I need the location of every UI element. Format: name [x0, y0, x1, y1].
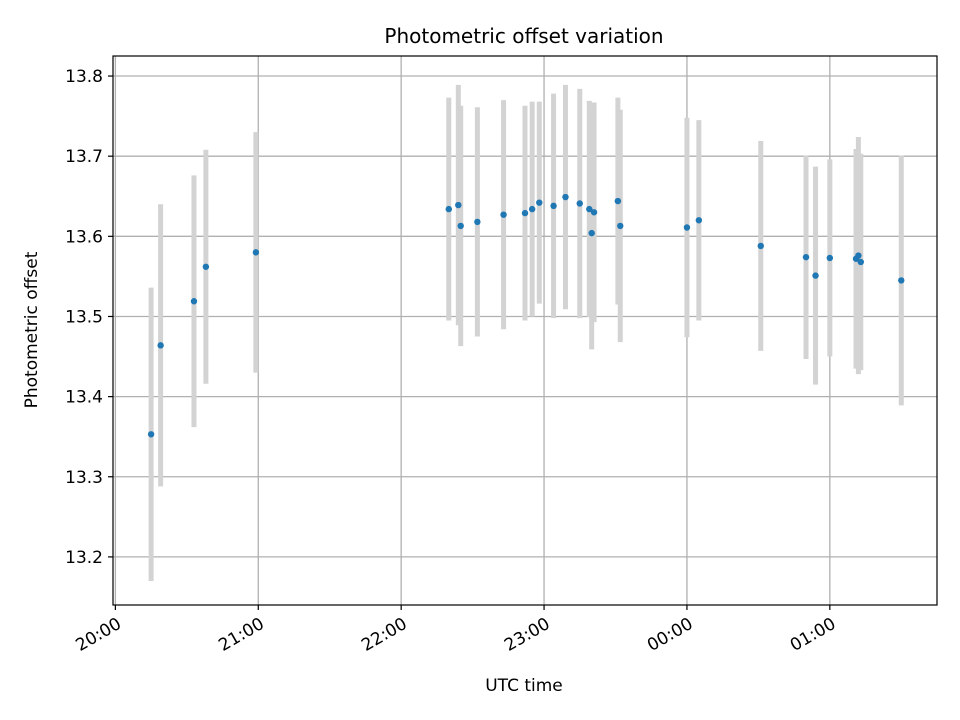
x-tick-label: 22:00 — [358, 614, 410, 656]
data-point — [695, 217, 703, 224]
data-point — [576, 200, 583, 207]
data-point — [455, 201, 462, 209]
x-tick-label: 00:00 — [644, 614, 696, 656]
data-point — [562, 193, 569, 201]
data-point — [857, 258, 864, 266]
data-point — [812, 272, 819, 279]
data-point — [528, 205, 536, 213]
data-point — [147, 431, 155, 438]
y-tick-label: 13.6 — [65, 227, 103, 247]
data-points — [147, 193, 905, 438]
data-point — [536, 199, 543, 206]
data-point — [802, 253, 810, 261]
y-tick-label: 13.3 — [65, 468, 103, 488]
y-axis-label: Photometric offset — [22, 251, 42, 408]
y-tick-label: 13.5 — [65, 307, 103, 327]
y-axis-ticks: 13.2 13.3 13.4 13.5 13.6 13.7 13.8 — [65, 67, 113, 568]
data-point — [190, 298, 198, 305]
data-point — [445, 205, 452, 213]
y-tick-label: 13.8 — [65, 67, 103, 87]
data-point — [500, 211, 507, 218]
error-bars — [148, 84, 904, 581]
data-point — [157, 342, 164, 349]
x-axis-label: UTC time — [485, 676, 563, 696]
x-tick-label: 20:00 — [72, 614, 124, 656]
data-point — [757, 242, 764, 250]
chart-title: Photometric offset variation — [384, 24, 663, 48]
data-point — [588, 229, 595, 237]
data-point — [590, 209, 598, 216]
y-tick-label: 13.2 — [65, 548, 103, 568]
y-tick-label: 13.7 — [65, 147, 103, 167]
data-point — [202, 263, 210, 270]
data-point — [521, 209, 529, 217]
data-point — [898, 277, 905, 284]
data-point — [855, 252, 862, 259]
x-tick-label: 21:00 — [215, 614, 267, 656]
data-point — [586, 205, 593, 213]
data-point — [457, 222, 464, 230]
data-point — [474, 218, 481, 226]
data-point — [550, 202, 557, 210]
data-point — [617, 222, 624, 230]
data-point — [252, 249, 260, 256]
data-point — [683, 224, 691, 231]
x-tick-label: 23:00 — [501, 614, 553, 656]
plot-frame — [112, 55, 938, 606]
data-point — [826, 254, 834, 262]
x-tick-label: 01:00 — [787, 614, 839, 656]
x-axis-ticks: 20:00 21:00 22:00 23:00 00:00 01:00 — [72, 605, 839, 656]
data-point — [614, 197, 622, 205]
y-tick-label: 13.4 — [65, 388, 103, 408]
